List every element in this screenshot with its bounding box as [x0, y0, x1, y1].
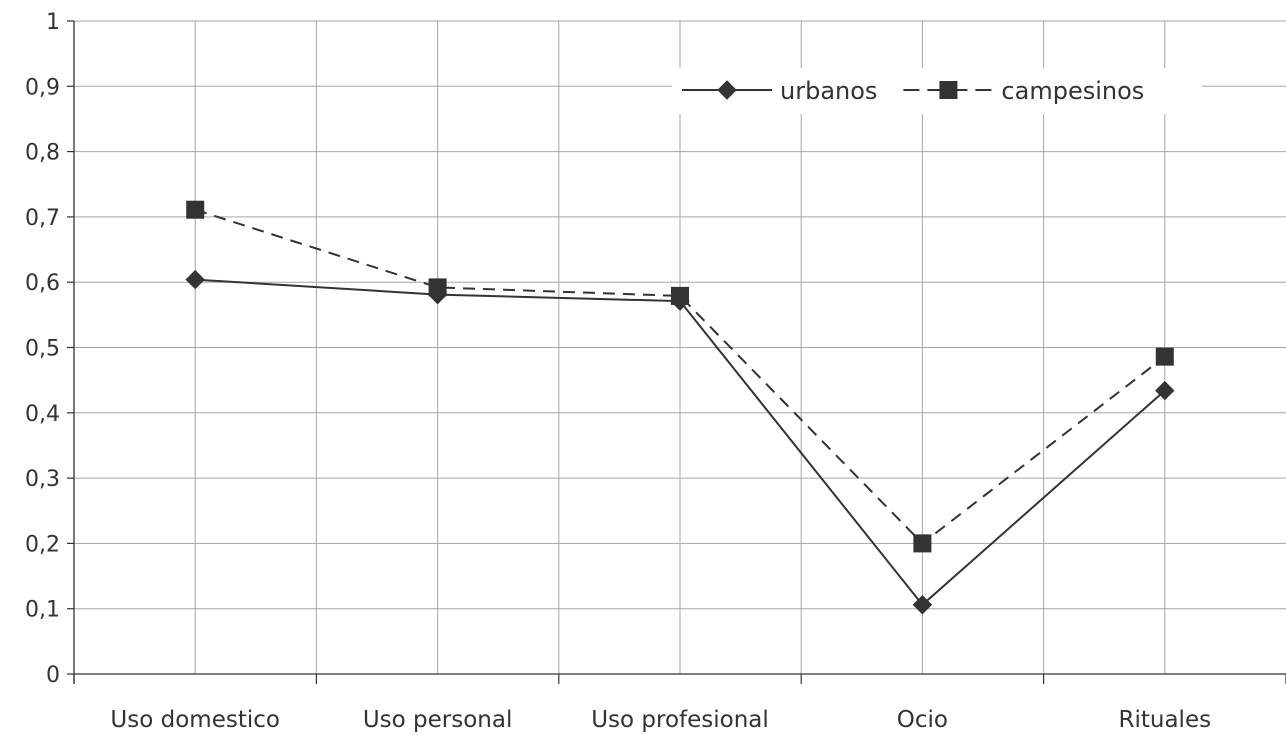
data-point-2: [1155, 347, 1174, 366]
legend-marker-2: [939, 81, 958, 99]
x-tick-label: Ocio: [897, 707, 948, 733]
y-tick-label: 0: [46, 663, 60, 688]
x-tick-label: Uso domestico: [110, 707, 280, 733]
data-point-1: [912, 595, 933, 615]
legend: urbanos campesinos: [672, 68, 1202, 114]
y-tick-label: 0,1: [25, 598, 60, 623]
y-tick-label: 1: [46, 10, 60, 35]
y-tick-label: 0,2: [25, 532, 60, 557]
data-point-2: [671, 286, 689, 305]
data-point-1: [1155, 380, 1175, 401]
y-tick-label: 0,7: [25, 206, 60, 231]
legend-marker-1: [717, 80, 737, 100]
legend-label-1: urbanos: [780, 77, 877, 105]
data-point-1: [185, 269, 205, 290]
data-point-2: [428, 278, 447, 297]
series-line-2: [194, 208, 1166, 545]
x-tick-label: Rituales: [1119, 707, 1212, 733]
data-point-2: [186, 200, 205, 219]
y-tick-label: 0,3: [25, 467, 60, 492]
series-layer: [185, 200, 1175, 615]
y-tick-label: 0,5: [25, 337, 60, 362]
axes: [67, 20, 1286, 684]
y-tick-label: 0,6: [25, 271, 60, 296]
y-tick-label: 0,9: [25, 75, 60, 100]
x-tick-label: Uso personal: [363, 707, 513, 733]
legend-label-2: campesinos: [1001, 77, 1144, 105]
gridlines: [74, 20, 1286, 674]
y-tick-label: 0,4: [25, 402, 60, 427]
y-axis-tick-labels: 0 0,1 0,2 0,3 0,4 0,5 0,6 0,7 0,8 0,9 1: [25, 10, 60, 688]
data-point-2: [913, 534, 932, 553]
x-axis-tick-labels: Uso domestico Uso personal Uso profesional…: [110, 707, 1211, 733]
y-tick-label: 0,8: [25, 141, 60, 166]
x-tick-label: Uso profesional: [591, 707, 769, 733]
